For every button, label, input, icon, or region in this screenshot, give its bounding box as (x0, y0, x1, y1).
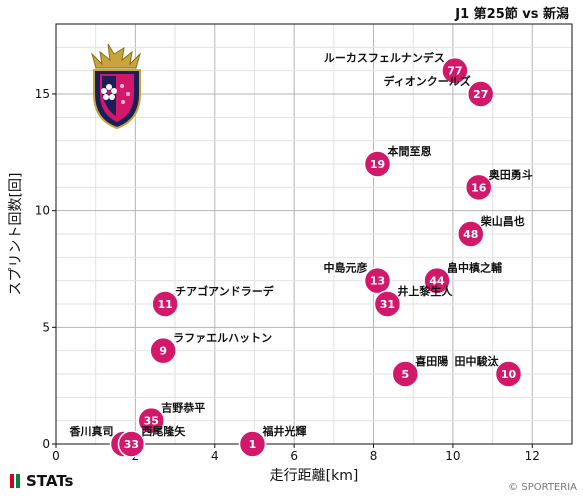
data-point-label: 田中駿汰 (454, 354, 499, 368)
data-point-marker (117, 430, 146, 458)
data-point-number: 31 (380, 298, 395, 311)
data-point-label: ディオンクールズ (383, 74, 470, 88)
brand-mark-red-icon (10, 474, 14, 488)
y-tick-label: 5 (42, 320, 50, 334)
data-point-number: 5 (401, 368, 409, 381)
data-point-marker (457, 220, 485, 248)
data-point-label: 福井光輝 (261, 424, 306, 438)
data-point-number: 35 (144, 415, 159, 428)
data-point-marker (363, 150, 392, 178)
data-point-label: 井上黎生人 (397, 284, 453, 298)
data-point-number: 48 (463, 228, 478, 241)
data-point-number: 11 (157, 298, 172, 311)
data-point-number: 77 (447, 65, 462, 78)
data-point-marker (151, 290, 179, 318)
data-point-label: 本間至恩 (388, 144, 432, 158)
axis-ticks: 024681012051015 (35, 87, 540, 463)
data-point-marker (373, 290, 402, 318)
data-point-marker (466, 80, 495, 108)
data-point: 5 喜田陽 (391, 354, 448, 388)
data-point-label: 吉野恭平 (161, 401, 205, 415)
data-point-label: チアゴアンドラーデ (175, 284, 275, 298)
data-point-marker (441, 56, 469, 85)
data-point-label: 西尾隆矢 (141, 424, 186, 438)
y-tick-label: 15 (35, 87, 50, 101)
y-tick-label: 0 (42, 437, 50, 451)
x-tick-label: 12 (525, 449, 540, 463)
chart-title: J1 第25節 vs 新潟 (455, 7, 569, 22)
brand-text: STATs (26, 472, 74, 490)
x-tick-label: 4 (211, 449, 219, 463)
x-tick-label: 10 (445, 449, 460, 463)
data-point-number: 27 (473, 88, 488, 101)
data-point-number: 1 (249, 438, 257, 451)
data-point-marker (363, 266, 392, 295)
copyright: © SPORTERIA (508, 482, 577, 493)
brand-mark-green-icon (16, 474, 20, 488)
data-point-number: 10 (501, 368, 517, 381)
x-axis-label: 走行距離[km] (270, 467, 359, 484)
data-point-number: 13 (370, 275, 385, 288)
x-tick-label: 8 (370, 449, 378, 463)
data-point-label: 香川真司 (68, 424, 113, 438)
data-point-marker (238, 430, 267, 458)
data-point-label: 中島元彦 (324, 261, 368, 275)
data-point-marker (423, 266, 451, 295)
data-point-label: 奥田勇斗 (488, 167, 533, 181)
plot-frame (55, 23, 573, 445)
y-tick-label: 10 (35, 204, 50, 218)
data-point-number: 9 (159, 345, 167, 358)
x-tick-label: 6 (290, 449, 298, 463)
data-point: 9 ラファエルハットン (149, 332, 272, 365)
data-point-label: ラファエルハットン (173, 332, 272, 345)
data-point-number: 44 (429, 275, 445, 288)
x-tick-label: 0 (52, 449, 60, 463)
data-point: 1 福井光輝 (238, 424, 306, 458)
data-point-number: 33 (124, 438, 139, 451)
data-point-number: 19 (370, 158, 385, 171)
data-points: 77ルーカスフェルナンデス27ディオンクールズ19本間至恩16奥田勇斗48柴山昌… (68, 51, 533, 458)
club-crest-icon (90, 43, 142, 130)
data-point-marker (464, 173, 493, 202)
data-point-marker (494, 360, 523, 388)
data-point-label: 喜田陽 (415, 354, 448, 368)
data-point-marker (149, 336, 177, 365)
y-axis-label: スプリント回数[回] (8, 173, 24, 296)
data-point-label: 畠中槙之輔 (447, 261, 502, 275)
data-point-label: ルーカスフェルナンデス (324, 51, 445, 65)
data-point-label: 柴山昌也 (480, 214, 525, 228)
data-point-number: 16 (471, 181, 487, 194)
data-point-marker (391, 360, 420, 388)
data-point-marker (137, 406, 166, 435)
brand-logo: STATs (10, 472, 73, 490)
